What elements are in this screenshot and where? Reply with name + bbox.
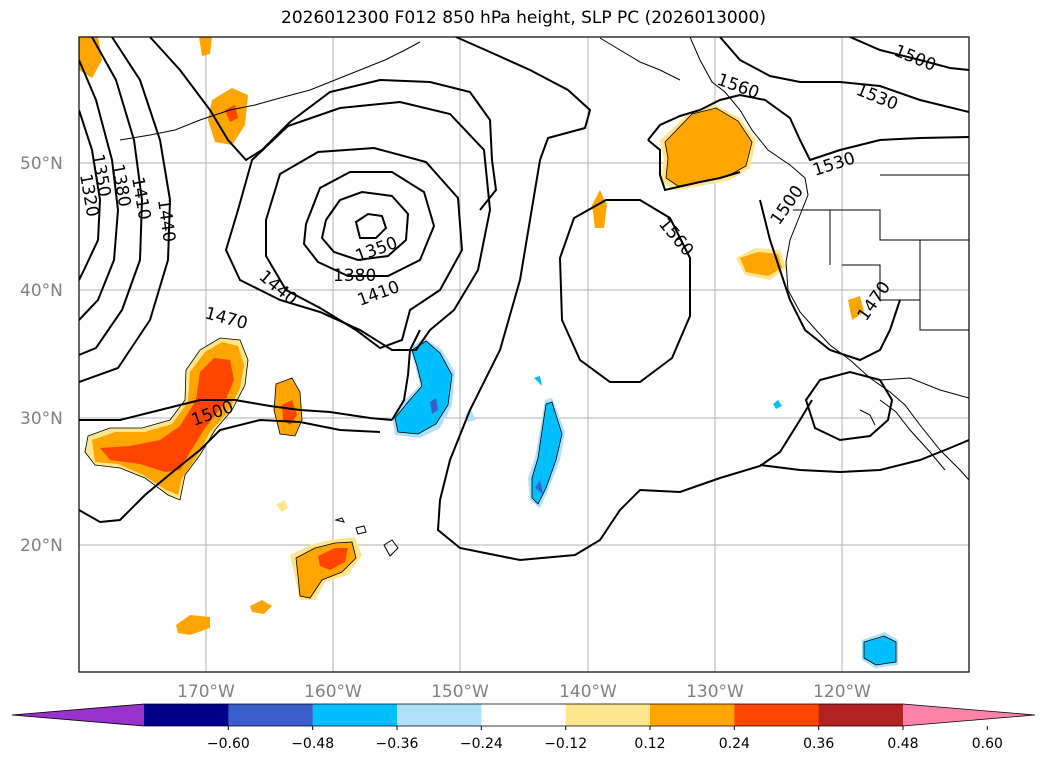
height-contours xyxy=(79,37,969,562)
lat-label: 20°N xyxy=(20,536,63,556)
anomaly-outlines xyxy=(84,107,897,666)
colorbar-tick-label: −0.36 xyxy=(376,736,419,752)
lat-label: 50°N xyxy=(20,154,63,174)
contour-label: 1320 xyxy=(75,172,102,218)
colorbar-tick-label: 0.48 xyxy=(887,736,918,752)
colorbar-tick-label: −0.60 xyxy=(207,736,250,752)
map-frame xyxy=(78,36,970,673)
colorbar-tick-label: 0.36 xyxy=(803,736,834,752)
colorbar-tick-label: −0.12 xyxy=(544,736,587,752)
lon-label: 150°W xyxy=(431,682,489,702)
contour-label: 1380 xyxy=(333,266,376,286)
colorbar-segment xyxy=(734,704,820,726)
colorbar-segment xyxy=(818,704,904,726)
colorbar-segment xyxy=(228,704,314,726)
colorbar-segment xyxy=(650,704,735,726)
colorbar: −0.60 −0.48 −0.36 −0.24 −0.12 0.12 0.24 0.36 0.4… xyxy=(11,703,1036,752)
colorbar-tick-label: 0.60 xyxy=(972,736,1003,752)
colorbar-segment xyxy=(565,704,651,726)
colorbar-segment xyxy=(144,704,229,726)
map-title: 2026012300 F012 850 hPa height, SLP PC (… xyxy=(281,8,766,28)
colorbar-segment xyxy=(481,704,567,726)
lat-label: 40°N xyxy=(20,281,63,301)
anomaly-shading xyxy=(79,37,898,668)
lon-label: 160°W xyxy=(304,682,362,702)
lat-labels: 50°N 40°N 30°N 20°N xyxy=(20,154,63,556)
coastlines xyxy=(119,37,969,557)
colorbar-segment xyxy=(312,704,398,726)
lon-label: 120°W xyxy=(813,682,871,702)
colorbar-tick-label: −0.48 xyxy=(291,736,334,752)
lon-labels: 170°W 160°W 150°W 140°W 130°W 120°W xyxy=(177,682,871,702)
colorbar-extend-high xyxy=(903,704,1035,726)
colorbar-segment xyxy=(397,704,482,726)
colorbar-tick-label: 0.24 xyxy=(719,736,750,752)
colorbar-tick-label: −0.24 xyxy=(460,736,503,752)
colorbar-outline xyxy=(11,703,1036,727)
lon-label: 130°W xyxy=(686,682,744,702)
lon-label: 170°W xyxy=(177,682,235,702)
lat-label: 30°N xyxy=(20,409,63,429)
colorbar-tick-label: 0.12 xyxy=(634,736,665,752)
colorbar-extend-low xyxy=(12,704,144,726)
lon-label: 140°W xyxy=(559,682,617,702)
